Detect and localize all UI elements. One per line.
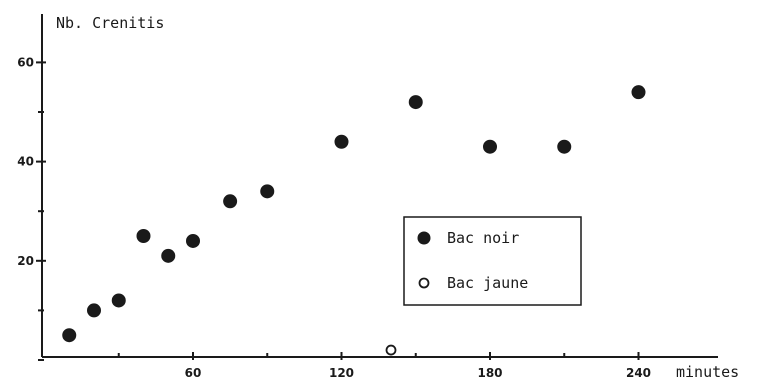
y-tick-label: 20 xyxy=(17,254,34,268)
legend-label-bac-noir: Bac noir xyxy=(447,229,519,247)
data-point-bac-noir xyxy=(223,194,238,209)
y-axis-title: Nb. Crenitis xyxy=(56,14,164,32)
legend: Bac noir Bac jaune xyxy=(403,216,582,306)
data-point-bac-noir xyxy=(483,139,497,154)
axis-tick-labels: 20 40 60 60 120 180 240 xyxy=(17,55,651,380)
data-point-bac-noir xyxy=(260,184,275,199)
legend-box xyxy=(403,216,582,306)
legend-marker-bac-noir xyxy=(417,231,431,245)
data-points xyxy=(62,85,646,356)
x-tick-label: 120 xyxy=(329,366,354,380)
data-point-bac-noir xyxy=(87,303,101,318)
data-point-bac-noir xyxy=(408,95,423,110)
legend-marker-bac-jaune xyxy=(418,277,430,289)
x-axis-title: minutes xyxy=(676,363,739,381)
data-point-bac-noir xyxy=(186,233,200,248)
data-point-bac-noir xyxy=(111,293,126,308)
data-point-bac-noir xyxy=(161,248,176,263)
data-point-bac-noir xyxy=(557,139,572,154)
data-point-bac-jaune xyxy=(385,344,397,356)
x-tick-label: 60 xyxy=(185,366,202,380)
y-tick-label: 60 xyxy=(17,55,34,69)
data-point-bac-noir xyxy=(62,328,77,343)
legend-label-bac-jaune: Bac jaune xyxy=(447,274,528,292)
x-tick-label: 240 xyxy=(626,366,651,380)
x-tick-label: 180 xyxy=(477,366,502,380)
data-point-bac-noir xyxy=(136,229,151,243)
y-tick-label: 40 xyxy=(17,155,34,169)
axis-ticks xyxy=(36,61,640,361)
data-point-bac-noir xyxy=(334,134,349,149)
data-point-bac-noir xyxy=(631,85,646,100)
